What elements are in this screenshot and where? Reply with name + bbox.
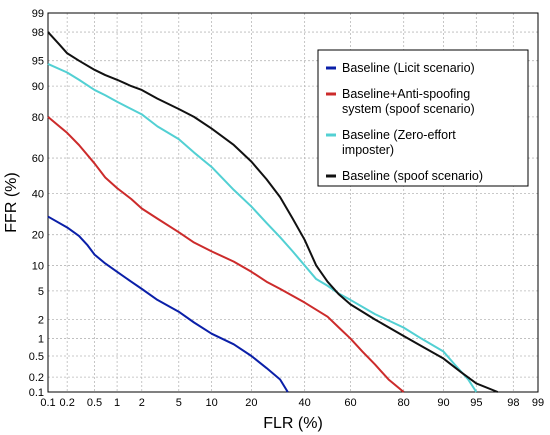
y-tick-label: 0.5 <box>29 351 44 363</box>
y-tick-label: 60 <box>32 153 44 165</box>
x-tick-label: 0.2 <box>60 397 75 409</box>
x-tick-label: 20 <box>245 397 257 409</box>
tick-labels: 0.1 0.2 0.5 1 2 5 10 20 40 60 80 90 95 98 99 0.1 0.2 0.5 1… <box>29 8 544 409</box>
y-tick-label: 80 <box>32 112 44 124</box>
x-tick-label: 98 <box>507 397 519 409</box>
series-line-2 <box>47 116 405 393</box>
x-tick-label: 60 <box>344 397 356 409</box>
x-tick-label: 95 <box>470 397 482 409</box>
legend-label-2: Baseline+Anti-spoofing <box>342 87 470 101</box>
x-tick-label: 40 <box>299 397 311 409</box>
x-tick-label: 10 <box>205 397 217 409</box>
x-tick-label: 0.1 <box>40 397 55 409</box>
series-line-1 <box>47 215 289 393</box>
x-tick-label: 80 <box>398 397 410 409</box>
y-tick-label: 2 <box>38 314 44 326</box>
x-tick-label: 90 <box>437 397 449 409</box>
x-axis-label: FLR (%) <box>263 415 323 432</box>
y-tick-label: 10 <box>32 260 44 272</box>
y-tick-label: 20 <box>32 230 44 242</box>
y-tick-label: 98 <box>32 27 44 39</box>
y-tick-label: 40 <box>32 189 44 201</box>
legend-label-1: Baseline (Licit scenario) <box>342 61 475 75</box>
legend-label-3: Baseline (Zero-effort <box>342 128 456 142</box>
series-line-4 <box>47 31 499 393</box>
plot-frame <box>47 12 539 393</box>
legend: Baseline (Licit scenario) Baseline+Anti-s… <box>317 49 529 187</box>
x-tick-label: 2 <box>139 397 145 409</box>
y-tick-label: 90 <box>32 81 44 93</box>
y-tick-label: 1 <box>38 334 44 346</box>
legend-label-2: system (spoof scenario) <box>342 102 475 116</box>
y-tick-label: 0.1 <box>29 387 44 399</box>
y-tick-label: 5 <box>38 286 44 298</box>
x-tick-label: 99 <box>532 397 544 409</box>
x-tick-label: 0.5 <box>87 397 102 409</box>
legend-label-3: imposter) <box>342 143 394 157</box>
y-tick-label: 0.2 <box>29 372 44 384</box>
y-tick-label: 95 <box>32 56 44 68</box>
x-tick-label: 5 <box>176 397 182 409</box>
series-lines <box>47 31 499 393</box>
series-line-3 <box>47 63 478 393</box>
legend-box <box>317 49 529 187</box>
legend-label-4: Baseline (spoof scenario) <box>342 169 483 183</box>
x-tick-label: 1 <box>114 397 120 409</box>
y-tick-label: 99 <box>32 8 44 20</box>
y-axis-label: FFR (%) <box>3 172 20 232</box>
